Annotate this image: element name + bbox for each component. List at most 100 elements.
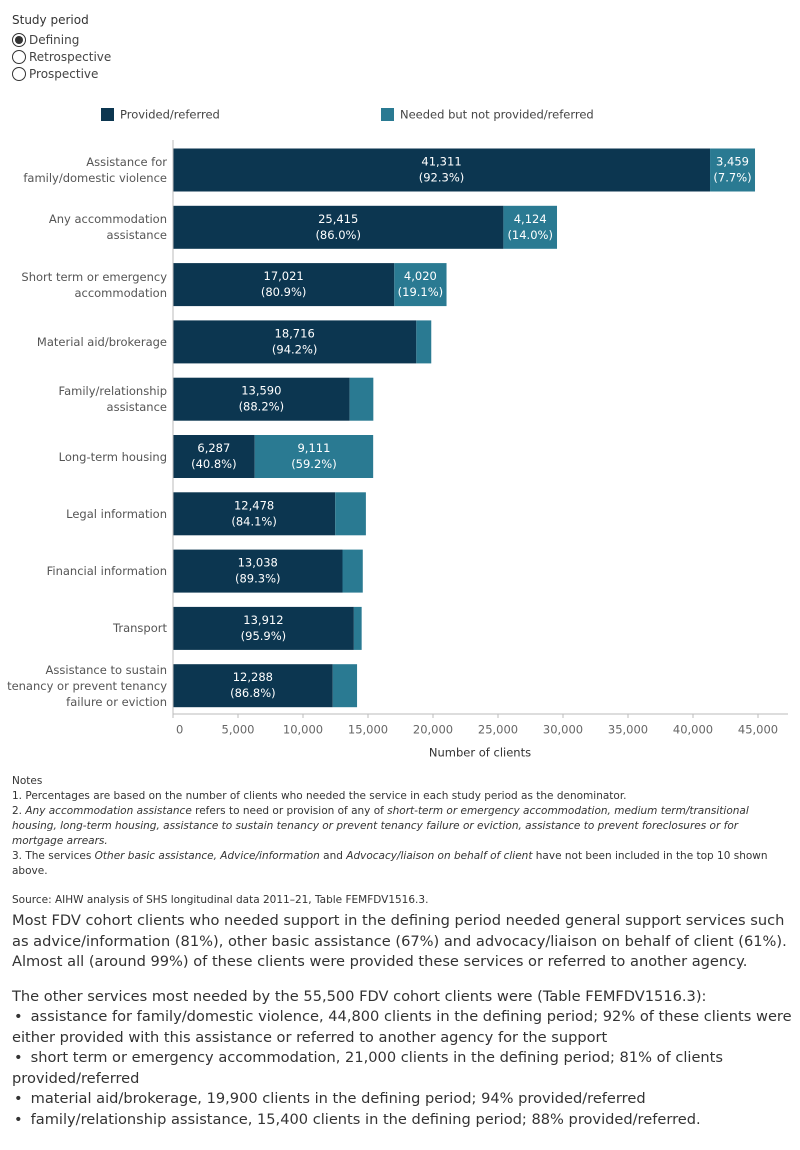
value-label: 12,478	[234, 498, 274, 512]
intro: The other services most needed by the 55…	[12, 987, 707, 1005]
radio-option[interactable]: Prospective	[12, 65, 111, 82]
chart: Provided/referred Needed but not provided…	[101, 108, 788, 760]
category-label: Assistance to sustain tenancy or prevent…	[7, 662, 167, 709]
bullet-list: assistance for family/domestic violence,…	[12, 1007, 792, 1130]
category-label: Assistance for family/domestic violence	[23, 155, 167, 185]
note: 2. Any accommodation assistance refers t…	[12, 804, 792, 849]
bar-segment	[173, 263, 395, 307]
source: Source: AIHW analysis of SHS longitudina…	[12, 894, 429, 906]
x-tick-label: 25,000	[478, 723, 518, 737]
value-label: 18,716	[275, 326, 315, 340]
note-text: refers to need or provision of any of	[191, 805, 388, 817]
radio-option[interactable]: Defining	[12, 31, 111, 48]
value-label: 9,111	[297, 441, 330, 455]
category-label: Short term or emergency accommodation	[21, 269, 167, 300]
note-text: have not been included in the top 10 sho…	[12, 850, 768, 877]
bar-segment	[173, 549, 343, 593]
bar-segment	[335, 492, 366, 536]
bar-segment	[342, 549, 363, 593]
category-label: Legal information	[66, 506, 167, 521]
x-tick-label: 30,000	[543, 723, 583, 737]
percent-label: (40.8%)	[191, 457, 237, 471]
radio-button	[12, 66, 26, 81]
bar-segment	[254, 435, 374, 478]
note-text: and	[319, 850, 347, 862]
note-text: short-term or emergency accommodation, m…	[12, 805, 749, 847]
x-axis-title: Number of clients	[429, 746, 531, 760]
x-tick-label: 5,000	[222, 723, 255, 737]
value-label: 4,020	[404, 269, 437, 283]
value-label: 17,021	[264, 269, 304, 283]
note-text: Other basic assistance, Advice/informati…	[94, 850, 320, 862]
bullet: short term or emergency accommodation, 2…	[12, 1048, 792, 1089]
bar-segment	[416, 320, 432, 364]
paragraph: Most FDV cohort clients who needed suppo…	[12, 912, 787, 970]
value-label: 13,912	[243, 613, 283, 627]
percent-label: (59.2%)	[291, 457, 337, 471]
legend-swatch	[101, 108, 114, 121]
x-tick-label: 40,000	[673, 723, 713, 737]
category-label: Any accommodation assistance	[48, 212, 167, 243]
notes-title: Notes	[12, 775, 43, 787]
x-tick-label: 15,000	[348, 723, 388, 737]
category-labels: Assistance for family/domestic violence A…	[0, 100, 170, 720]
value-label: 25,415	[318, 212, 358, 226]
percent-label: (84.1%)	[231, 514, 277, 528]
legend-swatch	[381, 108, 394, 121]
category-label: Material aid/brokerage	[36, 334, 167, 349]
body-text: Most FDV cohort clients who needed suppo…	[12, 911, 792, 1130]
note-text: Any accommodation assistance	[25, 805, 192, 817]
bar-segment	[173, 492, 336, 536]
x-tick-label: 45,000	[738, 723, 778, 737]
bar-segment	[394, 263, 447, 307]
bar-segment	[173, 435, 255, 478]
value-label: 3,459	[716, 155, 749, 169]
bullet: material aid/brokerage, 19,900 clients i…	[12, 1089, 792, 1110]
category-label: Financial information	[46, 564, 167, 579]
value-label: 12,288	[233, 670, 273, 684]
bar-segment	[173, 377, 350, 421]
radio-button	[12, 49, 26, 64]
note-text: 2.	[12, 805, 26, 817]
percent-label: (80.9%)	[261, 285, 307, 299]
bar-segment	[173, 606, 354, 650]
bar-segment	[173, 205, 504, 249]
percent-label: (14.0%)	[507, 228, 553, 242]
note-items: 1. Percentages are based on the number o…	[12, 789, 792, 879]
bar-segment	[332, 664, 358, 708]
bar-segment	[503, 205, 558, 249]
note-text: Advocacy/liaison on behalf of client	[346, 850, 533, 862]
value-label: 13,590	[241, 384, 281, 398]
category-label: Transport	[113, 621, 167, 636]
legend-label: Provided/referred	[120, 108, 220, 122]
radio-label: Retrospective	[29, 49, 112, 64]
radio-button	[12, 32, 26, 47]
category-label: Long-term housing	[58, 449, 167, 464]
bullet: family/relationship assistance, 15,400 c…	[12, 1110, 792, 1131]
x-tick-label: 10,000	[283, 723, 323, 737]
bar-segment	[173, 148, 711, 192]
x-tick-label: 20,000	[413, 723, 453, 737]
x-tick-label: 35,000	[608, 723, 648, 737]
bar-segment	[173, 664, 333, 708]
value-label: 41,311	[421, 155, 461, 169]
note: 1. Percentages are based on the number o…	[12, 789, 792, 804]
filter-title: Study period	[12, 13, 89, 27]
radio-group: Defining Retrospective Prospective	[12, 31, 111, 82]
percent-label: (89.3%)	[235, 572, 281, 586]
value-label: 4,124	[514, 212, 547, 226]
x-tick-label: 0	[176, 723, 183, 737]
radio-label: Prospective	[29, 66, 99, 81]
bar-segment	[349, 377, 374, 421]
bar-segment	[353, 606, 362, 650]
percent-label: (7.7%)	[713, 171, 751, 185]
bar-segment	[710, 148, 756, 192]
category-label: Family/relationship assistance	[58, 384, 167, 415]
notes: Notes 1. Percentages are based on the nu…	[12, 774, 792, 908]
radio-label: Defining	[29, 32, 80, 47]
percent-label: (92.3%)	[419, 171, 465, 185]
percent-label: (88.2%)	[239, 400, 285, 414]
value-label: 13,038	[238, 556, 278, 570]
radio-option[interactable]: Retrospective	[12, 48, 111, 65]
